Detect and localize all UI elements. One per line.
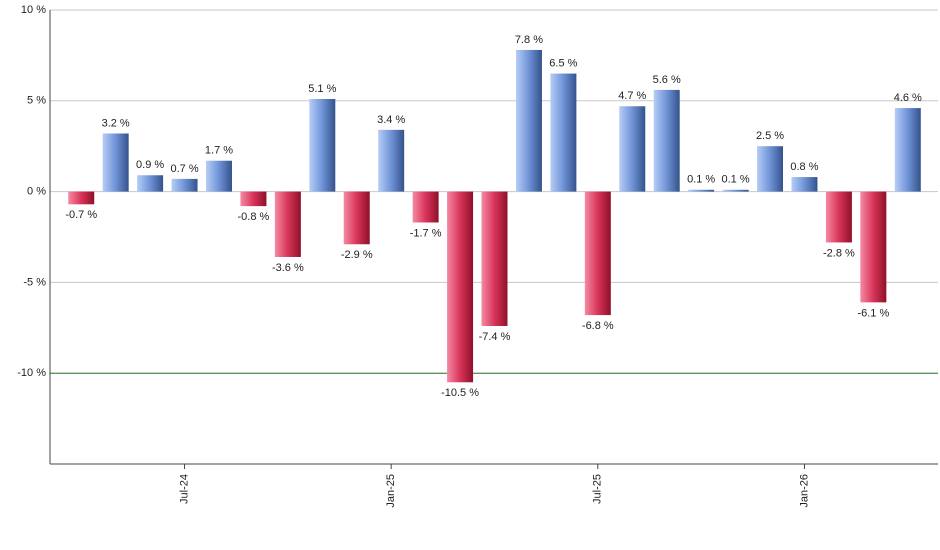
x-tick-label: Jul-24 bbox=[178, 474, 190, 504]
value-label: 6.5 % bbox=[549, 57, 577, 69]
value-label: -2.8 % bbox=[823, 247, 855, 259]
bar bbox=[653, 89, 680, 192]
bar bbox=[378, 129, 405, 192]
y-tick-label: 10 % bbox=[21, 4, 46, 16]
bar bbox=[68, 191, 95, 205]
bar bbox=[550, 73, 577, 192]
x-tick-label: Jan-25 bbox=[385, 474, 397, 508]
bar bbox=[757, 146, 784, 192]
y-tick-label: -5 % bbox=[23, 276, 46, 288]
value-label: 2.5 % bbox=[756, 130, 784, 142]
value-label: -0.8 % bbox=[238, 211, 270, 223]
bar bbox=[860, 191, 887, 303]
bar bbox=[688, 189, 715, 192]
value-label: -2.9 % bbox=[341, 249, 373, 261]
bar bbox=[309, 98, 336, 192]
value-label: 0.1 % bbox=[722, 174, 750, 186]
value-label: -10.5 % bbox=[441, 387, 479, 399]
value-label: 5.6 % bbox=[653, 74, 681, 86]
value-label: -6.1 % bbox=[857, 307, 889, 319]
value-label: 5.1 % bbox=[308, 83, 336, 95]
value-label: 4.7 % bbox=[618, 90, 646, 102]
bar bbox=[343, 191, 370, 245]
bar bbox=[447, 191, 474, 383]
bar bbox=[171, 178, 198, 192]
value-label: 0.7 % bbox=[170, 163, 198, 175]
x-tick-label: Jan-26 bbox=[798, 474, 810, 508]
y-tick-label: 5 % bbox=[27, 95, 46, 107]
value-label: 0.9 % bbox=[136, 159, 164, 171]
bar bbox=[894, 108, 921, 192]
y-tick-label: -10 % bbox=[17, 367, 46, 379]
bar bbox=[102, 133, 129, 192]
value-label: -0.7 % bbox=[65, 209, 97, 221]
value-label: 3.2 % bbox=[102, 117, 130, 129]
y-tick-label: 0 % bbox=[27, 186, 46, 198]
value-label: 1.7 % bbox=[205, 145, 233, 157]
value-label: 0.8 % bbox=[790, 161, 818, 173]
value-label: 3.4 % bbox=[377, 114, 405, 126]
bar bbox=[584, 191, 611, 316]
bar bbox=[515, 49, 542, 192]
bar bbox=[825, 191, 852, 243]
bar bbox=[481, 191, 508, 326]
value-label: -7.4 % bbox=[479, 331, 511, 343]
value-label: 4.6 % bbox=[894, 92, 922, 104]
bar bbox=[412, 191, 439, 223]
bar bbox=[619, 106, 646, 192]
bar bbox=[240, 191, 267, 207]
value-label: -1.7 % bbox=[410, 227, 442, 239]
bar bbox=[137, 175, 164, 192]
x-tick-label: Jul-25 bbox=[592, 474, 604, 504]
bar bbox=[274, 191, 301, 257]
bar bbox=[205, 160, 232, 192]
value-label: 7.8 % bbox=[515, 34, 543, 46]
value-label: 0.1 % bbox=[687, 174, 715, 186]
bar bbox=[722, 189, 749, 192]
bar bbox=[791, 177, 818, 192]
value-label: -3.6 % bbox=[272, 262, 304, 274]
value-label: -6.8 % bbox=[582, 320, 614, 332]
